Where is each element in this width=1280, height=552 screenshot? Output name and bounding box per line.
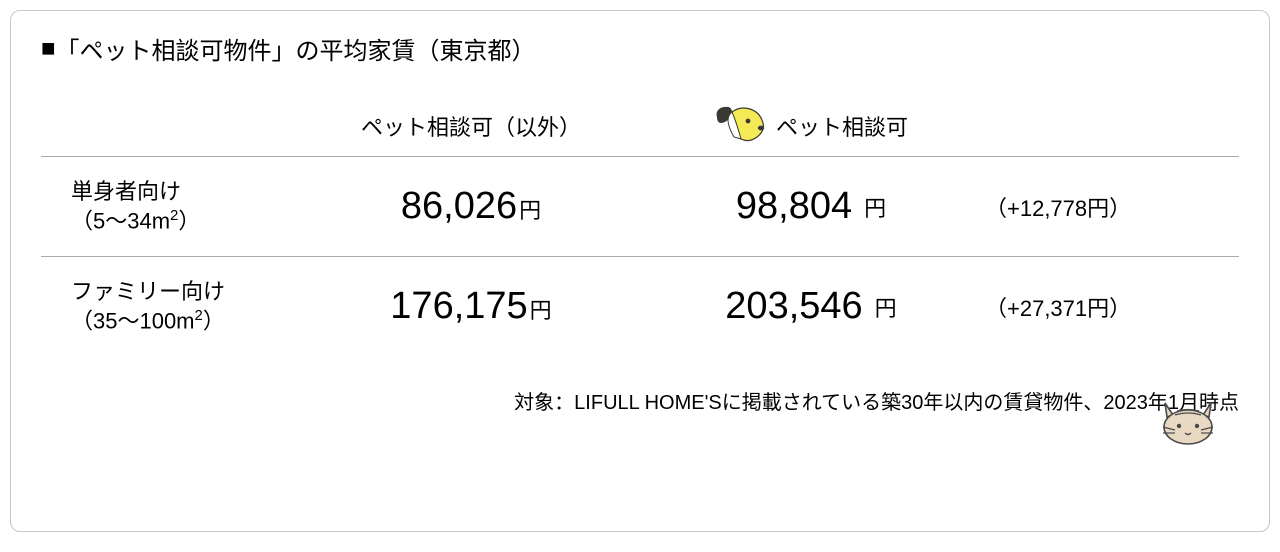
footnote: 対象：LIFULL HOME'Sに掲載されている築30年以内の賃貸物件、2023… <box>41 386 1239 415</box>
cat-icon <box>1157 393 1219 445</box>
row-label-line1: 単身者向け <box>71 177 301 207</box>
table-row: 単身者向け （5〜34m2） 86,026円 98,804円 （+12,778円… <box>41 156 1239 256</box>
row-label-line1: ファミリー向け <box>71 277 301 307</box>
price-value: 98,804 <box>736 185 852 228</box>
header-col-b: ペット相談可 <box>641 103 981 149</box>
column-headers: ペット相談可（以外） ペット相談可 <box>41 96 1239 156</box>
price-cell-b: 203,546 円 <box>641 285 981 328</box>
table-row: ファミリー向け （35〜100m2） 176,175円 203,546円 （+2… <box>41 256 1239 356</box>
price-value: 176,175 <box>390 285 527 327</box>
yen-unit: 円 <box>864 191 886 223</box>
squared-symbol: 2 <box>195 307 203 324</box>
price-diff: （+27,371円） <box>981 291 1239 323</box>
row-label-line2: （35〜100m2） <box>71 306 301 336</box>
yen-unit: 円 <box>519 198 541 223</box>
title-bullet-icon: ■ <box>41 35 56 63</box>
price-cell-a: 86,026円 <box>301 185 641 228</box>
row-label-line2: （5〜34m2） <box>71 206 301 236</box>
price-cell-a: 176,175円 <box>301 285 641 328</box>
price-value: 203,546 <box>725 285 862 328</box>
price-diff: （+12,778円） <box>981 191 1239 223</box>
header-col-b-label: ペット相談可 <box>776 110 908 142</box>
yen-unit: 円 <box>875 291 897 323</box>
header-col-a: ペット相談可（以外） <box>301 110 641 142</box>
row-label: 単身者向け （5〜34m2） <box>41 177 301 237</box>
title-text: 「ペット相談可物件」の平均家賃（東京都） <box>56 31 536 66</box>
row-label: ファミリー向け （35〜100m2） <box>41 277 301 337</box>
dog-icon <box>714 103 766 149</box>
title-row: ■ 「ペット相談可物件」の平均家賃（東京都） <box>41 31 1239 66</box>
infographic-card: ■ 「ペット相談可物件」の平均家賃（東京都） ペット相談可（以外） ペット相談可… <box>10 10 1270 532</box>
yen-unit: 円 <box>530 298 552 323</box>
price-value: 86,026 <box>401 185 517 227</box>
price-cell-b: 98,804 円 <box>641 185 981 228</box>
